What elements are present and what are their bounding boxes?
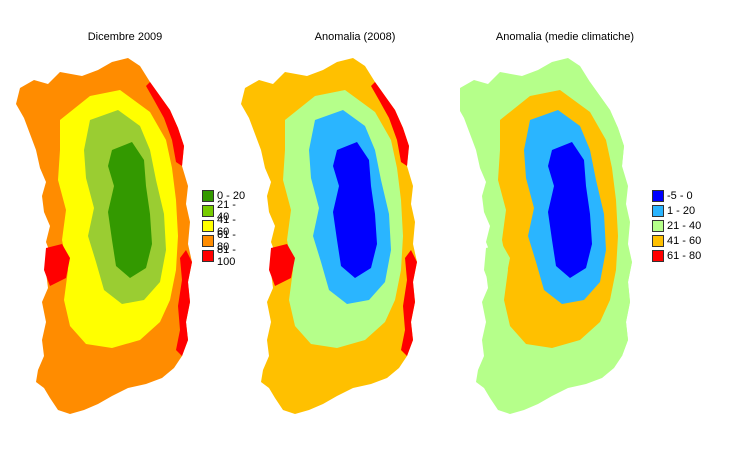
legend-item: 61 - 80 bbox=[202, 229, 250, 253]
island-west-zone bbox=[484, 244, 510, 286]
island-core-zone bbox=[548, 142, 592, 278]
island-west-zone bbox=[269, 244, 295, 286]
island-west-zone bbox=[44, 244, 70, 286]
island-edge-zone bbox=[401, 250, 417, 356]
legend-label: 0 - 20 bbox=[217, 189, 246, 202]
legend-label: 1 - 20 bbox=[667, 204, 696, 217]
legend-label: 21 - 40 bbox=[667, 219, 702, 232]
legend-item: 0 - 20 bbox=[202, 188, 250, 203]
legend-item: 81 - 100 bbox=[202, 244, 250, 268]
legend-swatch bbox=[202, 249, 214, 262]
legend-item: 41 - 60 bbox=[202, 214, 250, 238]
map-legend: -5 - 0 1 - 20 21 - 40 41 - 60 61 - 80 bbox=[652, 188, 701, 263]
island-edge-zone bbox=[616, 250, 632, 356]
legend-swatch bbox=[202, 189, 214, 202]
legend-label: -5 - 0 bbox=[667, 189, 693, 202]
legend-label: 41 - 60 bbox=[667, 234, 702, 247]
island-core-zone bbox=[333, 142, 377, 278]
island-core-zone bbox=[108, 142, 152, 278]
legend-item: 21 - 40 bbox=[202, 199, 250, 223]
map-panel-anomalia-medie-climatiche: Anomalia (medie climatiche) -5 - 0 1 - 2… bbox=[460, 0, 730, 450]
legend-item: 61 - 80 bbox=[652, 248, 701, 263]
legend-swatch bbox=[652, 234, 664, 247]
legend-swatch bbox=[652, 204, 664, 217]
legend-swatch bbox=[652, 219, 664, 232]
legend-swatch bbox=[652, 249, 664, 262]
legend-label: 81 - 100 bbox=[217, 243, 236, 268]
legend-label: 41 - 60 bbox=[217, 213, 236, 238]
legend-item: 1 - 20 bbox=[652, 203, 701, 218]
sardinia-map bbox=[16, 58, 192, 414]
legend-swatch bbox=[652, 189, 664, 202]
map-title: Anomalia (medie climatiche) bbox=[495, 31, 635, 43]
legend-item: 41 - 60 bbox=[652, 233, 701, 248]
map-title: Dicembre 2009 bbox=[87, 31, 163, 43]
legend-label: 61 - 80 bbox=[667, 249, 702, 262]
legend-item: 21 - 40 bbox=[652, 218, 701, 233]
legend-swatch bbox=[202, 204, 214, 217]
sardinia-map bbox=[460, 58, 632, 414]
sardinia-map bbox=[241, 58, 417, 414]
island-edge-zone bbox=[371, 82, 409, 166]
map-title: Anomalia (2008) bbox=[314, 31, 396, 43]
island-edge-zone bbox=[586, 82, 624, 166]
legend-label: 21 - 40 bbox=[217, 198, 236, 223]
island-edge-zone bbox=[146, 82, 184, 166]
legend-label: 61 - 80 bbox=[217, 228, 236, 253]
legend-swatch bbox=[202, 234, 214, 247]
island-edge-zone bbox=[176, 250, 192, 356]
legend-item: -5 - 0 bbox=[652, 188, 701, 203]
legend-swatch bbox=[202, 219, 214, 232]
map-panel-anomalia-2008: Anomalia (2008) bbox=[235, 0, 475, 450]
map-legend: 0 - 20 21 - 40 41 - 60 61 - 80 81 - 100 bbox=[202, 188, 250, 268]
map-panel-dicembre-2009: Dicembre 2009 0 - 20 21 - 40 41 - 60 61 … bbox=[0, 0, 250, 450]
